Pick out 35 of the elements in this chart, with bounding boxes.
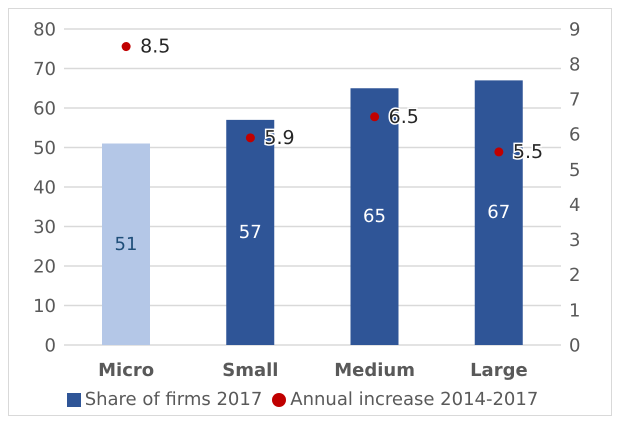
y2-tick-label: 6 [569,124,580,146]
data-label: 51 [114,234,138,255]
point [494,147,504,156]
y-tick-label: 40 [33,177,56,198]
data-label: 57 [238,222,262,243]
y2-tick-label: 4 [569,194,580,216]
x-tick-label: Small [222,360,278,381]
x-tick-label: Medium [334,360,415,381]
data-label: 65 [363,206,386,228]
y2-tick-label: 8 [569,54,580,76]
x-tick-label: Micro [98,360,154,381]
y-tick-label: 80 [33,19,56,40]
y-tick-label: 60 [33,98,56,120]
y2-tick-label: 5 [569,160,580,181]
y-tick-label: 70 [33,58,56,80]
x-tick-label: Large [470,360,528,381]
y2-tick-label: 0 [569,335,580,356]
bar [102,144,150,345]
legend-label: Share of firms 2017 [84,389,262,410]
y-tick-label: 20 [33,256,56,278]
point [246,133,255,142]
point [370,112,380,122]
y2-tick-label: 1 [569,300,580,322]
data-label: 8.5 [140,36,170,58]
y2-tick-label: 7 [569,90,580,111]
y-tick-label: 10 [33,296,56,317]
point [122,42,131,52]
y2-tick-label: 2 [569,265,580,286]
y-tick-label: 50 [33,138,56,159]
y2-tick-label: 3 [569,230,580,252]
y2-tick-label: 9 [569,19,580,40]
y-tick-label: 0 [44,335,56,356]
data-label: 67 [487,202,510,224]
legend-label: Annual increase 2014-2017 [290,389,538,410]
y-tick-label: 30 [33,216,56,238]
